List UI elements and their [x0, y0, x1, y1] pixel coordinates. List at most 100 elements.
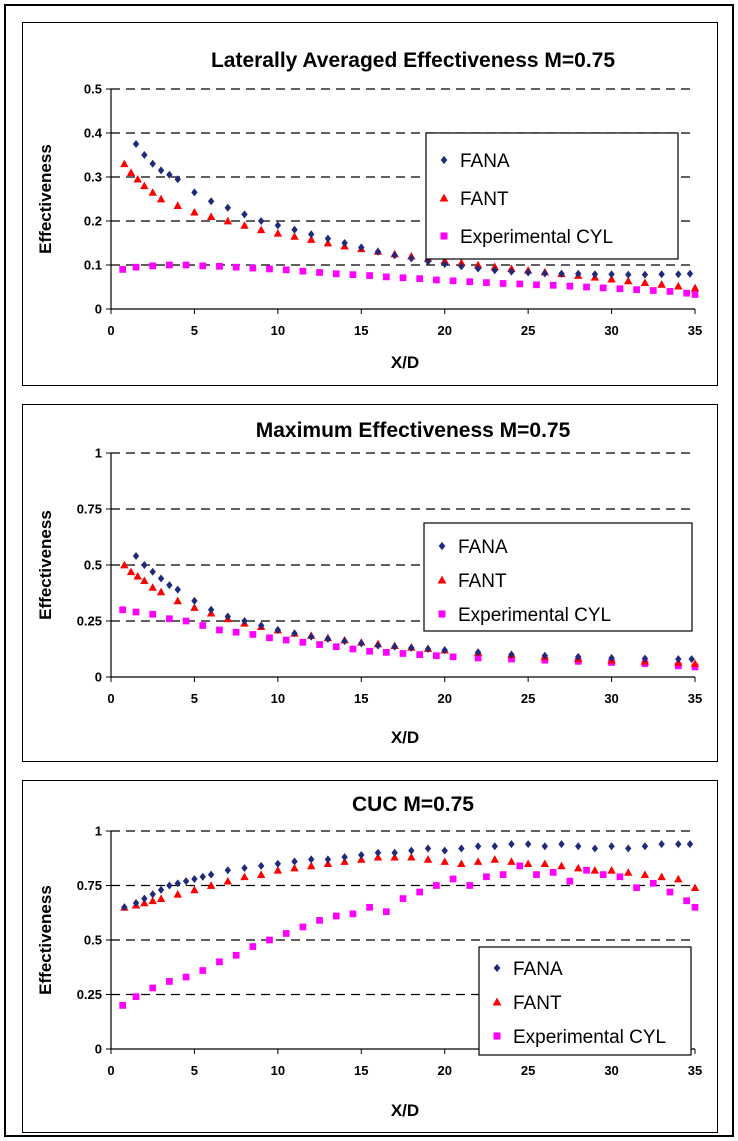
data-point: [549, 281, 557, 289]
data-point: [341, 637, 348, 646]
y-axis-label: Effectiveness: [36, 144, 55, 254]
data-point: [119, 606, 127, 614]
x-tick-label: 35: [688, 1063, 702, 1078]
data-point: [140, 576, 149, 585]
data-point: [324, 234, 332, 243]
data-point: [120, 159, 129, 168]
data-point: [316, 269, 323, 276]
data-point: [148, 188, 157, 196]
data-point: [274, 221, 282, 230]
x-tick-label: 15: [354, 691, 368, 706]
data-point: [206, 212, 216, 220]
data-point: [232, 951, 240, 959]
data-point: [399, 650, 407, 657]
data-point: [575, 269, 582, 278]
data-point: [299, 638, 307, 646]
data-point: [126, 168, 136, 176]
data-point: [257, 621, 265, 630]
data-point: [523, 859, 533, 868]
series-square: [119, 862, 699, 1009]
chart-title: CUC M=0.75: [352, 793, 474, 816]
data-point: [257, 861, 265, 870]
data-point: [607, 866, 616, 874]
data-point: [590, 866, 600, 874]
data-point: [316, 641, 323, 648]
data-point: [241, 864, 248, 873]
chart-panel-lateral: Laterally Averaged Effectiveness M=0.75 0…: [22, 22, 718, 386]
data-point: [291, 225, 298, 234]
data-point: [449, 277, 457, 285]
data-point: [266, 936, 273, 944]
data-point: [119, 1002, 127, 1009]
data-point: [483, 279, 490, 286]
x-tick-label: 5: [191, 1063, 198, 1078]
data-point: [132, 898, 140, 907]
data-point: [508, 267, 515, 276]
data-point: [433, 652, 440, 660]
data-point: [574, 863, 583, 872]
data-point: [190, 208, 199, 216]
legend-label: FANA: [513, 959, 563, 980]
data-point: [291, 857, 298, 866]
x-tick-label: 10: [271, 691, 285, 706]
data-point: [207, 197, 215, 206]
data-point: [558, 269, 565, 278]
data-point: [566, 877, 574, 885]
data-point: [474, 842, 482, 851]
data-point: [641, 270, 649, 279]
data-point: [466, 882, 474, 889]
x-tick-label: 35: [688, 691, 702, 706]
data-point: [308, 230, 315, 239]
data-point: [508, 655, 515, 663]
data-point: [199, 967, 207, 974]
chart-title: Laterally Averaged Effectiveness M=0.75: [211, 49, 615, 72]
data-point: [599, 284, 607, 292]
data-point: [174, 175, 181, 184]
data-point: [332, 912, 340, 920]
data-point: [149, 567, 156, 576]
data-point: [199, 872, 206, 881]
data-point: [149, 984, 157, 992]
data-point: [524, 268, 532, 277]
y-tick-label: 0.5: [84, 82, 102, 97]
data-point: [273, 229, 283, 237]
data-point: [674, 874, 683, 883]
data-point: [666, 288, 674, 295]
data-point: [132, 140, 140, 148]
data-point: [241, 617, 248, 625]
y-tick-label: 0.4: [84, 126, 103, 141]
data-point: [675, 840, 682, 849]
data-point: [473, 857, 483, 865]
data-point: [156, 194, 166, 203]
x-tick-label: 10: [271, 1063, 285, 1078]
data-point: [249, 943, 257, 950]
y-tick-label: 0.75: [77, 878, 102, 893]
chart-maximum-svg: Maximum Effectiveness M=0.75 0 0.25 0.5 0.75…: [36, 419, 702, 747]
data-point: [332, 643, 340, 651]
x-axis-label: X/D: [391, 353, 419, 372]
data-point: [307, 861, 316, 870]
x-axis-label: X/D: [391, 728, 419, 747]
data-point: [466, 278, 474, 286]
data-point: [686, 840, 694, 849]
data-point: [458, 262, 465, 271]
data-point: [533, 281, 540, 289]
y-tick-label: 1: [95, 446, 102, 461]
y-tick-label: 0.25: [77, 614, 102, 629]
data-point: [583, 283, 590, 291]
data-point: [256, 225, 266, 234]
data-point: [266, 265, 273, 273]
data-point: [516, 862, 524, 870]
y-tick-label: 0.3: [84, 170, 102, 185]
data-point: [690, 659, 700, 667]
data-point: [507, 857, 516, 865]
legend-label: Experimental CYL: [513, 1027, 666, 1048]
data-point: [156, 894, 166, 902]
data-point: [308, 855, 315, 864]
data-point: [224, 612, 231, 621]
legend-marker-diamond: [440, 155, 448, 165]
data-point: [240, 221, 249, 229]
data-point: [132, 263, 140, 271]
data-point: [433, 882, 440, 889]
data-point: [249, 264, 257, 272]
